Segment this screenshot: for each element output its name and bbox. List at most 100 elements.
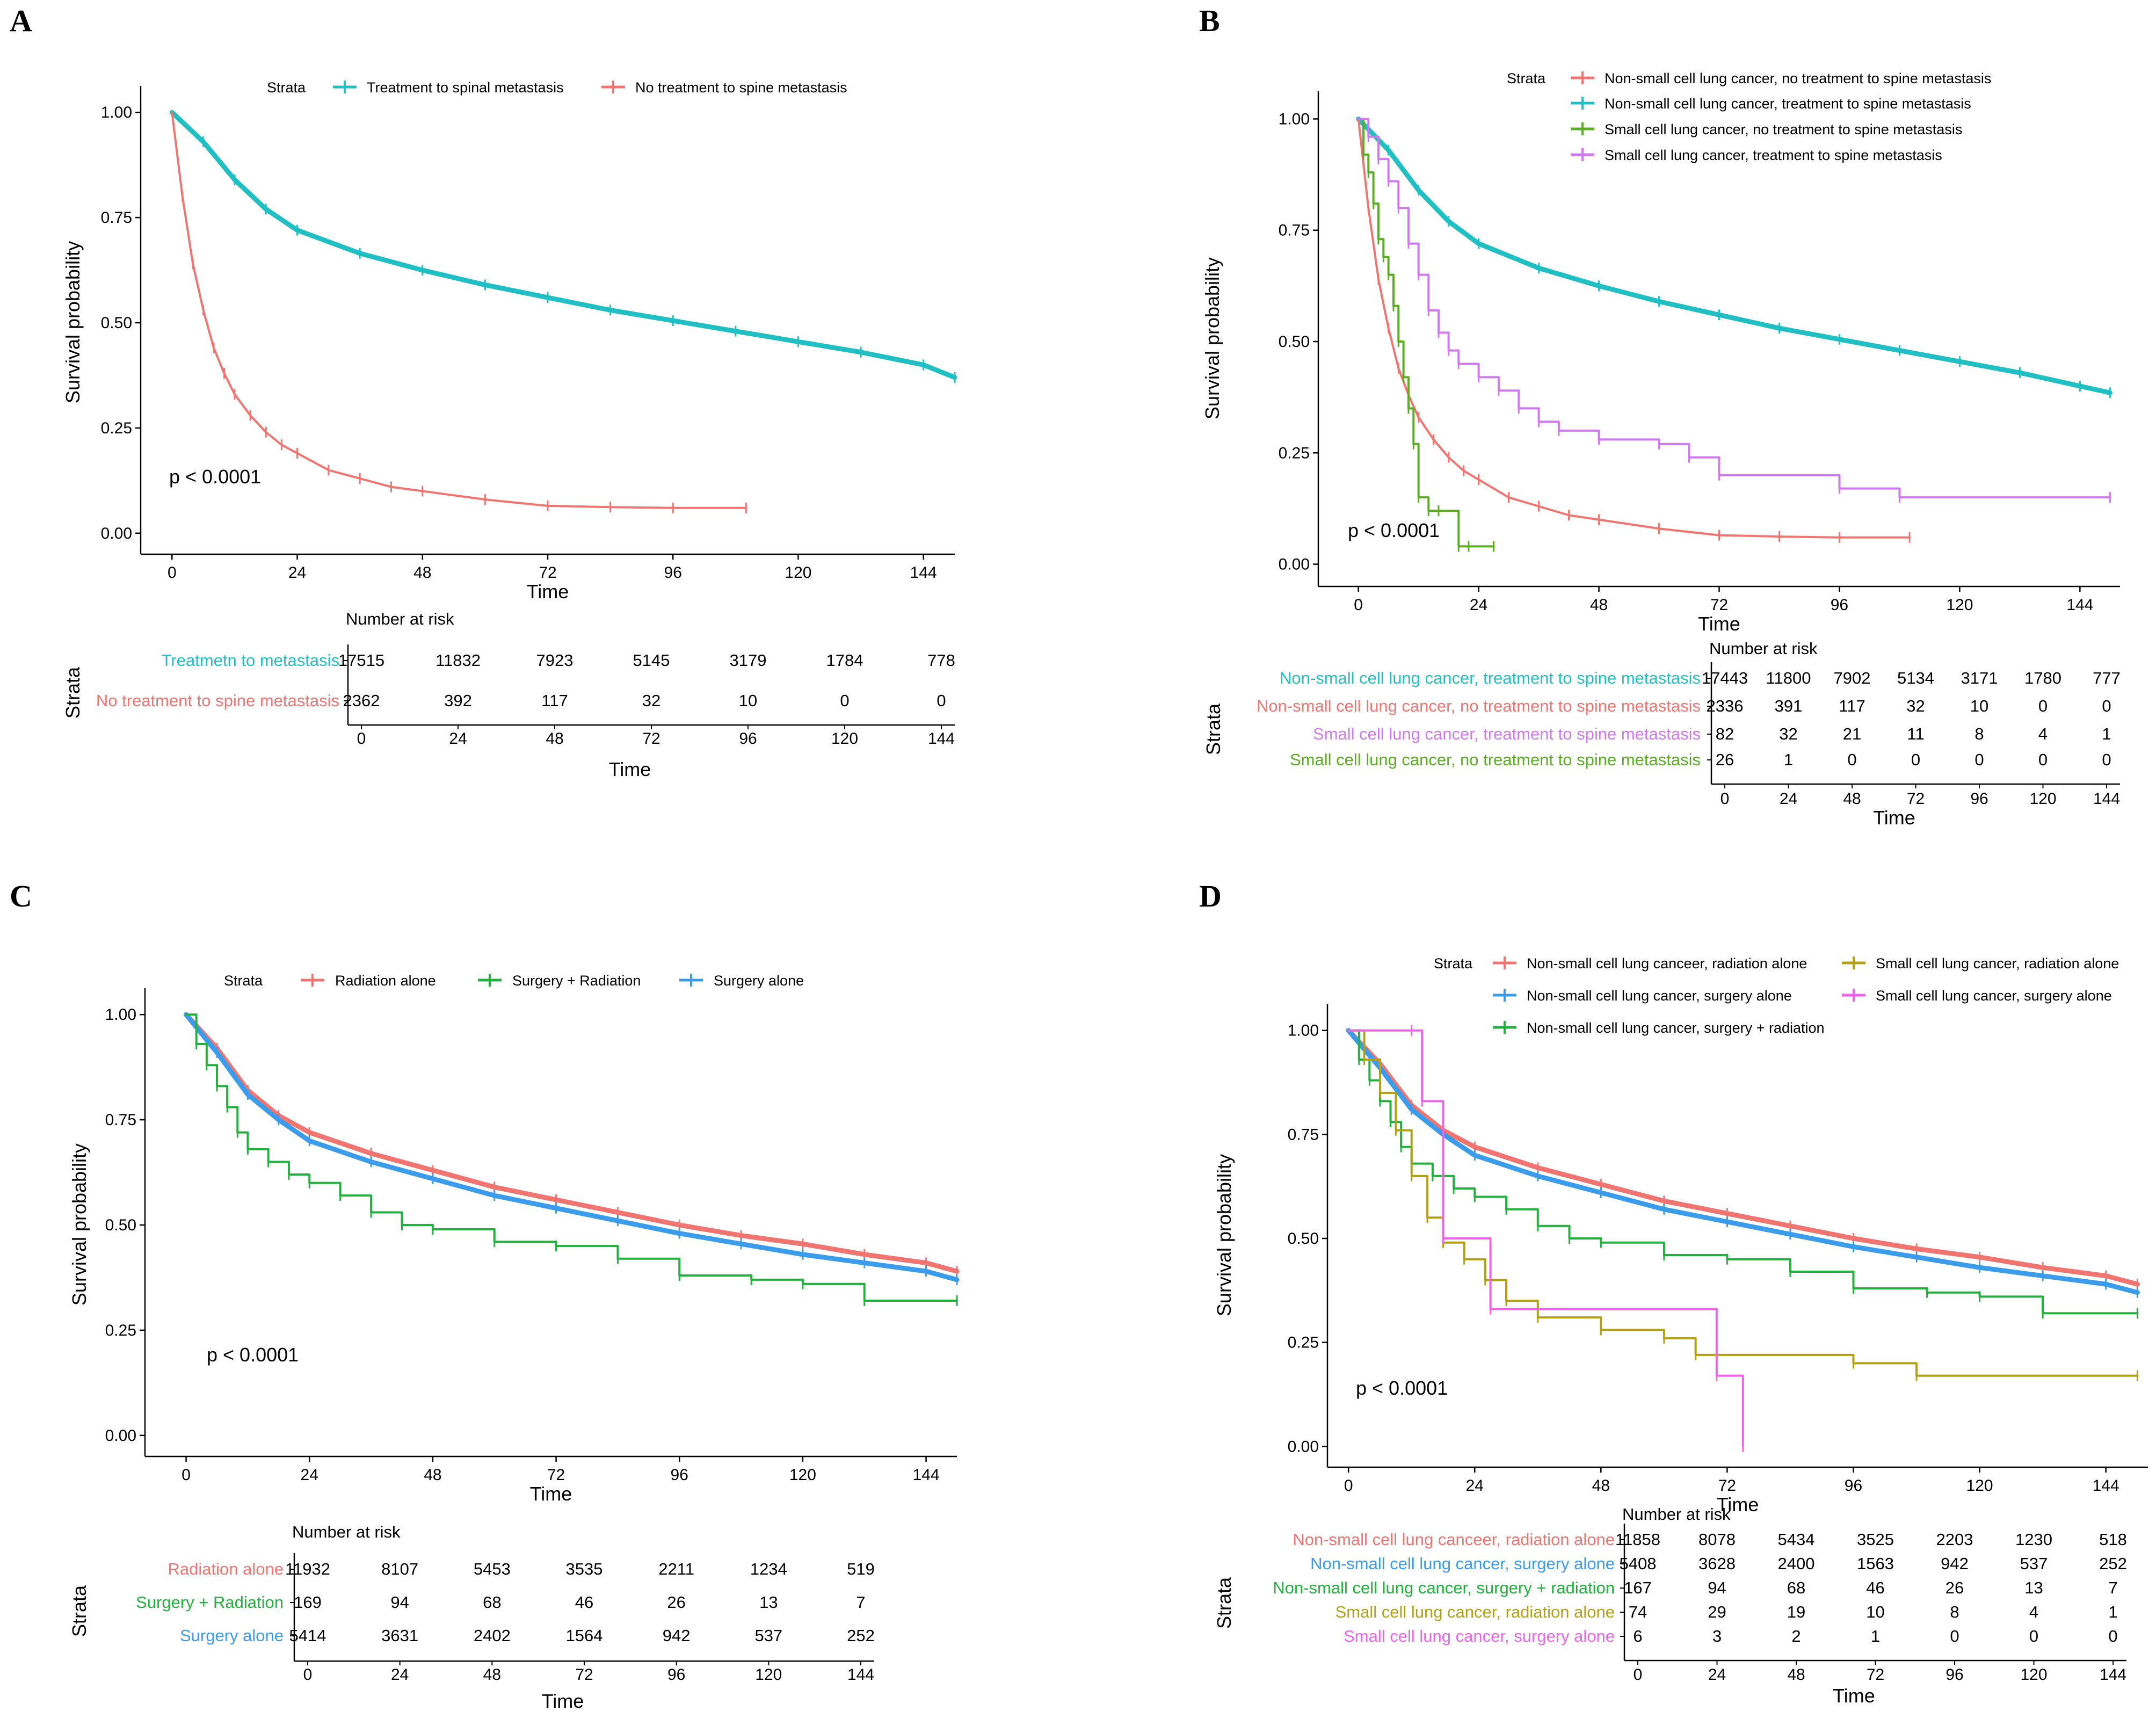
survival-curve [171, 111, 747, 509]
x-tick-label: 48 [413, 564, 431, 582]
x-tick-label: 96 [671, 1466, 688, 1484]
risk-cell: 19 [1787, 1603, 1805, 1621]
y-tick-label: 0.50 [1279, 333, 1310, 351]
risk-row-label: Small cell lung cancer, treatment to spi… [1313, 724, 1701, 743]
panel-letter: A [10, 3, 32, 38]
risk-row-label: Radiation alone [168, 1560, 284, 1578]
risk-cell: 3179 [730, 651, 767, 670]
x-tick-label: 72 [1710, 596, 1728, 614]
legend-label: Non-small cell lung cancer, treatment to… [1605, 96, 1971, 112]
risk-cell: 21 [1843, 724, 1861, 743]
risk-cell: 4 [2038, 724, 2048, 743]
panel-b: B0.000.250.500.751.000 24 48 72 96 120 144Time… [1199, 3, 2121, 829]
risk-cell: 0 [840, 691, 849, 710]
risk-cell: 26 [667, 1593, 685, 1612]
risk-cell: 0 [1847, 750, 1856, 769]
p-value-label: p < 0.0001 [207, 1344, 299, 1366]
y-tick-label: 0.00 [1288, 1438, 1319, 1455]
risk-cell: 46 [1866, 1578, 1884, 1597]
risk-cell: 2336 [1707, 697, 1744, 715]
y-axis-title: Survival probability [68, 1143, 90, 1306]
risk-x-tick-label: 72 [642, 730, 660, 748]
risk-cell: 2400 [1778, 1554, 1815, 1573]
risk-row-label: Surgery + Radiation [136, 1593, 284, 1612]
legend-title: Strata [224, 973, 263, 989]
risk-cell: 3535 [566, 1560, 603, 1578]
risk-row-label: Treatmetn to metastasis [162, 651, 339, 670]
x-tick-label: 0 [182, 1466, 191, 1484]
risk-cell: 2362 [343, 691, 380, 710]
survival-curve [1356, 116, 2113, 395]
risk-row-label: Small cell lung cancer, radiation alone [1335, 1603, 1615, 1621]
survival-curve [1346, 1028, 2140, 1295]
risk-x-tick-label: 0 [303, 1666, 313, 1684]
risk-table-x-title: Time [609, 758, 651, 780]
risk-table-y-title: Strata [1202, 703, 1224, 755]
legend-label: Small cell lung cancer, surgery alone [1876, 988, 2112, 1004]
risk-x-tick-label: 72 [575, 1666, 593, 1684]
risk-cell: 167 [1624, 1578, 1652, 1597]
risk-row-label: Surgery alone [180, 1626, 284, 1645]
risk-x-tick-label: 48 [483, 1666, 501, 1684]
risk-table-y-title: Strata [68, 1585, 90, 1637]
risk-x-tick-label: 96 [1946, 1666, 1963, 1684]
risk-cell: 6 [1633, 1627, 1642, 1645]
risk-x-tick-label: 0 [1634, 1666, 1643, 1684]
risk-cell: 32 [1906, 697, 1925, 715]
y-tick-label: 0.50 [1288, 1230, 1319, 1248]
survival-curve [184, 1012, 960, 1282]
risk-x-tick-label: 144 [847, 1666, 874, 1684]
risk-x-tick-label: 120 [2020, 1666, 2047, 1684]
risk-cell: 942 [663, 1626, 691, 1645]
risk-x-tick-label: 0 [357, 730, 366, 748]
risk-cell: 68 [483, 1593, 501, 1612]
risk-cell: 117 [1839, 697, 1865, 715]
risk-row-label: Non-small cell lung cancer, surgery alon… [1310, 1554, 1615, 1573]
legend-label: Non-small cell lung cancer, surgery + ra… [1527, 1020, 1825, 1036]
y-tick-label: 0.00 [1279, 556, 1310, 574]
y-axis-title: Survival probability [1201, 257, 1223, 419]
survival-curve [1357, 118, 1495, 548]
risk-cell: 169 [294, 1593, 322, 1612]
x-tick-label: 96 [664, 564, 682, 582]
risk-cell: 0 [1911, 750, 1920, 769]
risk-cell: 7 [856, 1593, 865, 1612]
risk-cell: 2211 [658, 1560, 694, 1578]
risk-cell: 32 [1779, 724, 1797, 743]
survival-curve [1357, 118, 2111, 499]
survival-curve [1357, 118, 1911, 539]
risk-row-label: Non-small cell lung cancer, no treatment… [1257, 697, 1701, 715]
x-tick-label: 96 [1845, 1477, 1862, 1495]
risk-cell: 1 [1784, 750, 1793, 769]
risk-cell: 3628 [1698, 1554, 1736, 1573]
x-tick-label: 24 [1466, 1477, 1484, 1495]
survival-curve [1347, 1029, 1744, 1448]
risk-cell: 0 [1950, 1627, 1959, 1645]
risk-cell: 17443 [1702, 669, 1748, 687]
risk-row-label: Small cell lung cancer, surgery alone [1344, 1627, 1615, 1645]
risk-cell: 11932 [285, 1560, 330, 1578]
risk-cell: 0 [2102, 750, 2111, 769]
risk-x-tick-label: 24 [449, 730, 467, 748]
risk-x-tick-label: 96 [667, 1666, 685, 1684]
y-tick-label: 1.00 [101, 104, 132, 121]
risk-cell: 3631 [381, 1626, 418, 1645]
risk-cell: 2 [1791, 1627, 1801, 1645]
legend-title: Strata [267, 79, 306, 96]
risk-cell: 0 [1974, 750, 1984, 769]
risk-table-y-title: Strata [1213, 1577, 1235, 1629]
risk-cell: 11800 [1766, 669, 1811, 687]
risk-cell: 11 [1907, 724, 1924, 743]
risk-cell: 5134 [1897, 669, 1934, 687]
risk-cell: 7 [2108, 1578, 2117, 1597]
risk-x-tick-label: 144 [2093, 790, 2120, 808]
x-tick-label: 144 [2066, 596, 2093, 614]
x-tick-label: 120 [1966, 1477, 1993, 1495]
x-tick-label: 48 [424, 1466, 441, 1484]
risk-cell: 1563 [1857, 1554, 1894, 1573]
risk-cell: 5408 [1620, 1554, 1657, 1573]
x-tick-label: 120 [789, 1466, 816, 1484]
risk-cell: 2402 [474, 1626, 511, 1645]
legend-title: Strata [1434, 955, 1473, 972]
risk-cell: 777 [2093, 669, 2121, 687]
